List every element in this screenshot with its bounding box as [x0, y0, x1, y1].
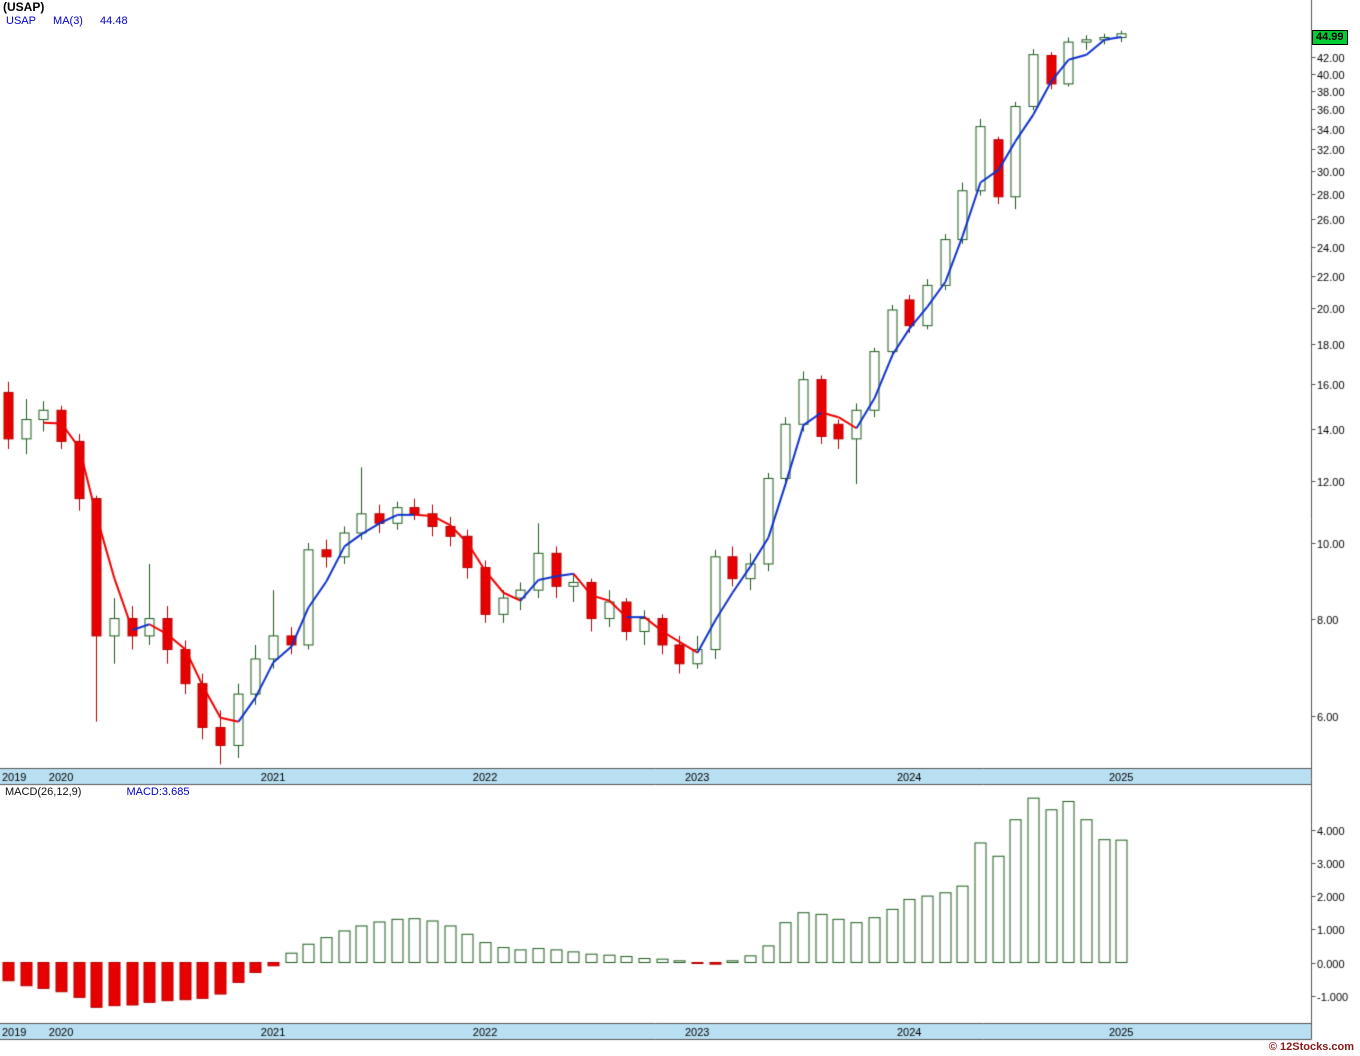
macd-header: MACD(26,12,9) MACD:3.685: [5, 786, 189, 798]
chart-title: (USAP): [3, 0, 45, 14]
copyright-watermark: © 12Stocks.com: [1268, 1041, 1354, 1053]
legend-ma-value: 44.48: [100, 15, 128, 27]
legend-symbol: USAP: [6, 15, 36, 27]
legend-ma-label: MA(3): [53, 15, 83, 27]
last-price-tag: 44.99: [1312, 30, 1348, 45]
chart-legend: USAP MA(3) 44.48: [6, 15, 142, 27]
macd-params-label: MACD(26,12,9): [5, 786, 82, 798]
macd-value-label: MACD:3.685: [126, 786, 190, 798]
